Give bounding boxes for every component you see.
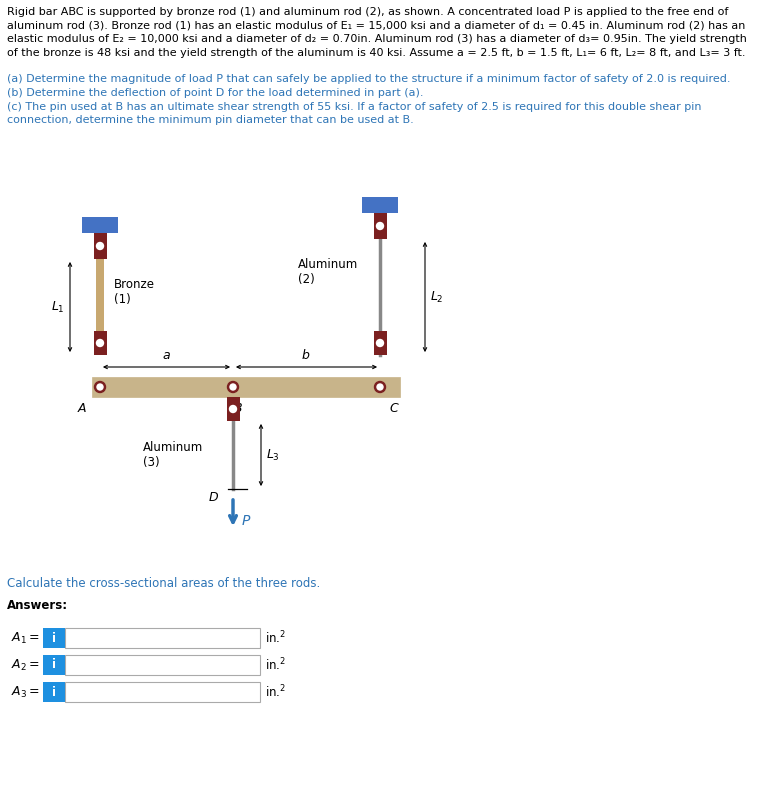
- Text: elastic modulus of E₂ = 10,000 ksi and a diameter of d₂ = 0.70in. Aluminum rod (: elastic modulus of E₂ = 10,000 ksi and a…: [7, 34, 747, 44]
- Text: i: i: [52, 631, 56, 645]
- Bar: [94, 233, 107, 259]
- Text: Calculate the cross-sectional areas of the three rods.: Calculate the cross-sectional areas of t…: [7, 577, 320, 590]
- Text: connection, determine the minimum pin diameter that can be used at B.: connection, determine the minimum pin di…: [7, 115, 414, 125]
- Bar: [43, 682, 65, 702]
- Circle shape: [230, 384, 236, 390]
- Bar: [362, 197, 398, 213]
- Text: $L_1$: $L_1$: [51, 299, 65, 314]
- Text: Bronze
(1): Bronze (1): [114, 278, 155, 306]
- Text: $A_3 =$: $A_3 =$: [11, 684, 40, 699]
- Bar: [374, 213, 387, 239]
- Circle shape: [95, 382, 105, 393]
- Text: i: i: [52, 658, 56, 672]
- Text: $B$: $B$: [233, 402, 243, 415]
- Bar: [96, 259, 104, 355]
- Circle shape: [376, 223, 384, 230]
- Text: Aluminum
(2): Aluminum (2): [298, 258, 359, 286]
- Bar: [94, 331, 107, 355]
- Bar: [82, 217, 118, 233]
- Circle shape: [227, 382, 239, 393]
- Text: $L_3$: $L_3$: [266, 447, 280, 463]
- Text: $A_1 =$: $A_1 =$: [11, 630, 40, 645]
- Bar: [43, 655, 65, 675]
- Bar: [43, 628, 65, 648]
- Circle shape: [375, 382, 385, 393]
- Text: $D$: $D$: [208, 491, 219, 504]
- Circle shape: [96, 242, 104, 249]
- Text: in.$^2$: in.$^2$: [265, 630, 286, 646]
- Text: of the bronze is 48 ksi and the yield strength of the aluminum is 40 ksi. Assume: of the bronze is 48 ksi and the yield st…: [7, 48, 745, 58]
- Text: (b) Determine the deflection of point D for the load determined in part (a).: (b) Determine the deflection of point D …: [7, 88, 423, 98]
- Text: in.$^2$: in.$^2$: [265, 683, 286, 700]
- Text: Rigid bar ABC is supported by bronze rod (1) and aluminum rod (2), as shown. A c: Rigid bar ABC is supported by bronze rod…: [7, 7, 729, 17]
- Text: $a$: $a$: [162, 349, 170, 362]
- Circle shape: [376, 340, 384, 347]
- Text: $C$: $C$: [388, 402, 399, 415]
- Circle shape: [96, 340, 104, 347]
- Text: Answers:: Answers:: [7, 599, 68, 612]
- Bar: [65, 682, 260, 702]
- Bar: [65, 655, 260, 675]
- Text: $A_2 =$: $A_2 =$: [11, 657, 40, 672]
- Text: $L_2$: $L_2$: [430, 289, 443, 305]
- Text: $P$: $P$: [241, 514, 251, 528]
- Bar: [65, 628, 260, 648]
- Bar: [374, 331, 387, 355]
- Circle shape: [230, 406, 237, 413]
- Text: i: i: [52, 686, 56, 699]
- Text: (c) The pin used at B has an ultimate shear strength of 55 ksi. If a factor of s: (c) The pin used at B has an ultimate sh…: [7, 101, 701, 112]
- Bar: [92, 377, 400, 397]
- Circle shape: [97, 384, 103, 390]
- Text: $A$: $A$: [77, 402, 87, 415]
- Text: (a) Determine the magnitude of load P that can safely be applied to the structur: (a) Determine the magnitude of load P th…: [7, 74, 730, 85]
- Text: in.$^2$: in.$^2$: [265, 657, 286, 673]
- Text: $b$: $b$: [301, 348, 311, 362]
- Circle shape: [377, 384, 383, 390]
- Text: aluminum rod (3). Bronze rod (1) has an elastic modulus of E₁ = 15,000 ksi and a: aluminum rod (3). Bronze rod (1) has an …: [7, 21, 745, 31]
- Text: Aluminum
(3): Aluminum (3): [143, 441, 203, 469]
- Bar: [227, 397, 240, 421]
